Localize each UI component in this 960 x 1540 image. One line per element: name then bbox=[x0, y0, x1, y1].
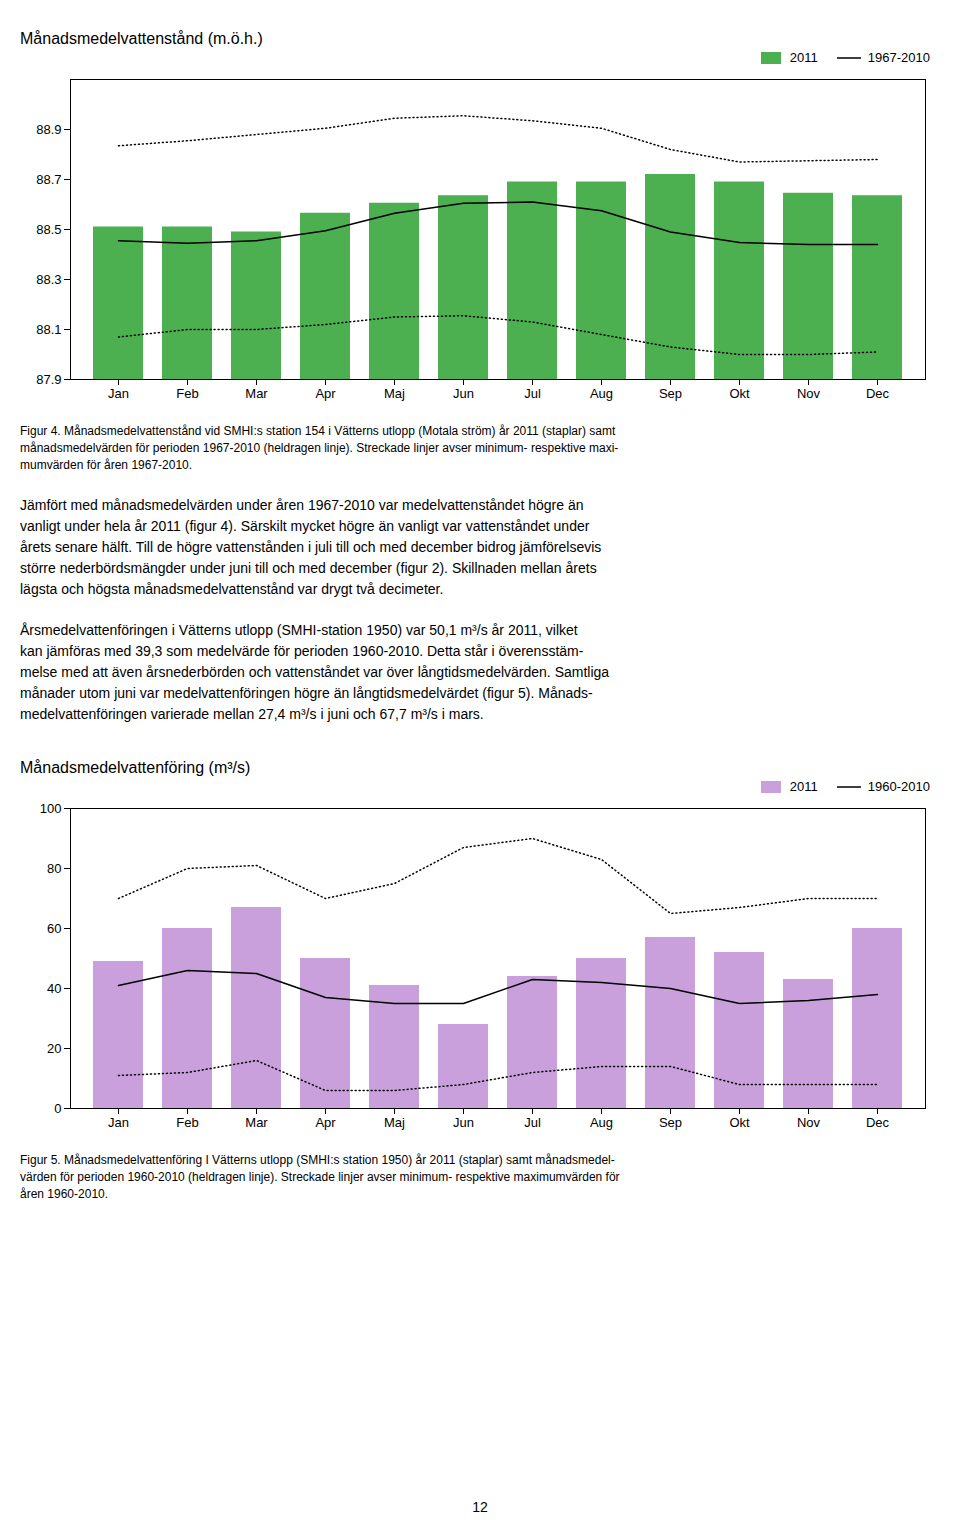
svg-text:Jul: Jul bbox=[524, 1115, 541, 1130]
svg-text:0: 0 bbox=[54, 1101, 61, 1116]
svg-text:Aug: Aug bbox=[590, 1115, 613, 1130]
html-text:Figur 5. Månadsmedelvattenföri: Figur 5. Månadsmedelvattenföring I Vätte… bbox=[20, 1153, 620, 1201]
svg-text:Dec: Dec bbox=[866, 1115, 890, 1130]
svg-text:Aug: Aug bbox=[590, 386, 613, 401]
svg-text:87.9: 87.9 bbox=[36, 372, 61, 387]
svg-text:Feb: Feb bbox=[176, 386, 198, 401]
svg-text:Jan: Jan bbox=[108, 1115, 129, 1130]
svg-text:20: 20 bbox=[47, 1041, 61, 1056]
svg-text:Feb: Feb bbox=[176, 1115, 198, 1130]
svg-text:Okt: Okt bbox=[729, 1115, 750, 1130]
html-text:Månadsmedelvattenstånd (m.ö.h.: Månadsmedelvattenstånd (m.ö.h.) bbox=[20, 30, 263, 47]
svg-text:Nov: Nov bbox=[797, 1115, 821, 1130]
svg-text:Apr: Apr bbox=[315, 1115, 336, 1130]
svg-text:Maj: Maj bbox=[384, 1115, 405, 1130]
html-text:2011: 2011 bbox=[789, 779, 818, 795]
svg-text:Jan: Jan bbox=[108, 386, 129, 401]
svg-text:88.7: 88.7 bbox=[36, 172, 61, 187]
svg-text:40: 40 bbox=[47, 981, 61, 996]
svg-text:Maj: Maj bbox=[384, 386, 405, 401]
html-text:Figur 4. Månadsmedelvattenstån: Figur 4. Månadsmedelvattenstånd vid SMHI… bbox=[20, 424, 619, 472]
svg-text:100: 100 bbox=[40, 801, 62, 816]
html-text:Årsmedelvattenföringen i Vätte: Årsmedelvattenföringen i Vätterns utlopp… bbox=[20, 622, 610, 723]
html-text:Månadsmedelvattenföring (m³/s): Månadsmedelvattenföring (m³/s) bbox=[20, 759, 251, 777]
svg-text:88.3: 88.3 bbox=[36, 272, 61, 287]
svg-text:Apr: Apr bbox=[315, 386, 336, 401]
html-text:2011: 2011 bbox=[789, 50, 818, 65]
svg-text:88.5: 88.5 bbox=[36, 222, 61, 237]
svg-text:Jun: Jun bbox=[453, 1115, 474, 1130]
svg-text:Jun: Jun bbox=[453, 386, 474, 401]
svg-text:Dec: Dec bbox=[866, 386, 890, 401]
html-text:1967-2010: 1967-2010 bbox=[867, 50, 930, 65]
svg-text:88.1: 88.1 bbox=[36, 322, 61, 337]
svg-text:Okt: Okt bbox=[729, 386, 750, 401]
svg-text:60: 60 bbox=[47, 921, 61, 936]
svg-text:88.9: 88.9 bbox=[36, 122, 61, 137]
svg-text:Jul: Jul bbox=[524, 386, 541, 401]
html-text:12: 12 bbox=[472, 1499, 488, 1515]
svg-text:Sep: Sep bbox=[659, 386, 682, 401]
svg-text:Mar: Mar bbox=[245, 386, 268, 401]
html-text:1960-2010: 1960-2010 bbox=[867, 779, 930, 795]
svg-text:80: 80 bbox=[47, 861, 61, 876]
svg-text:Nov: Nov bbox=[797, 386, 821, 401]
html-text:Jämfört med månadsmedelvärden: Jämfört med månadsmedelvärden under åren… bbox=[20, 497, 602, 598]
svg-text:Mar: Mar bbox=[245, 1115, 268, 1130]
svg-text:Sep: Sep bbox=[659, 1115, 682, 1130]
